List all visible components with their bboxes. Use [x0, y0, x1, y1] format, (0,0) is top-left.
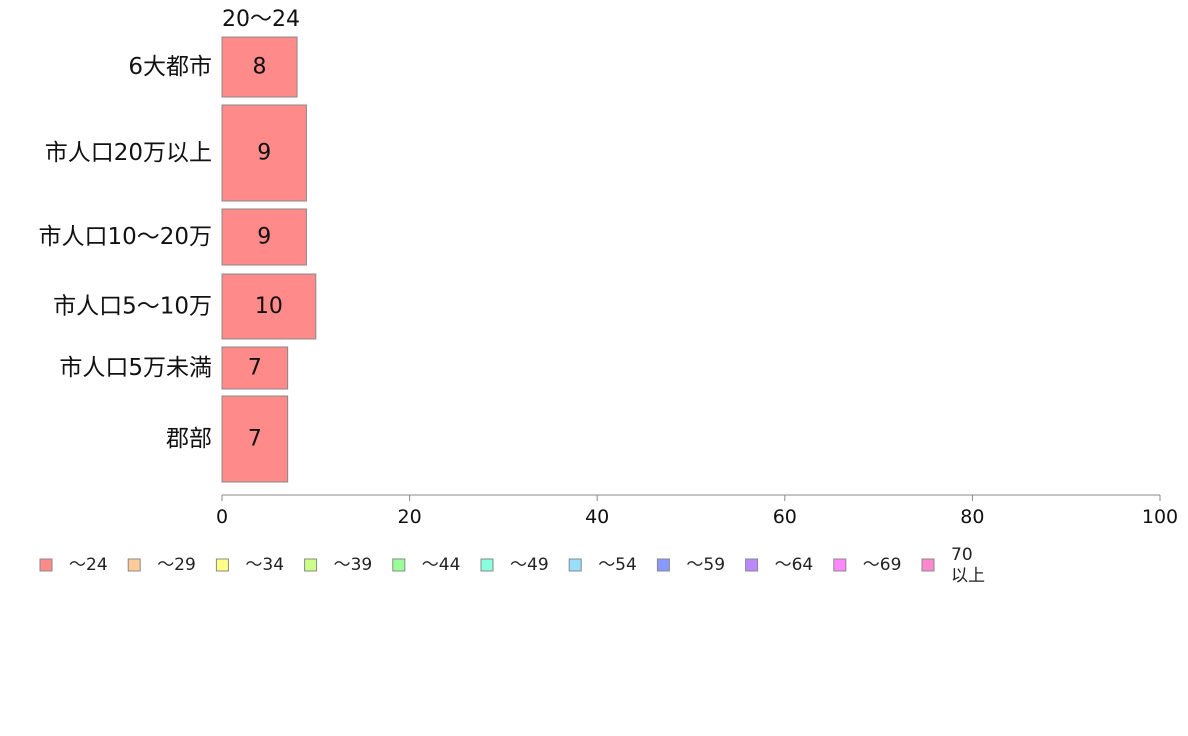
legend-label: 〜39 [334, 555, 373, 575]
bar-value-label: 9 [257, 225, 271, 250]
bar-value-label: 10 [255, 294, 283, 319]
legend-swatch [392, 558, 406, 572]
category-label: 市人口5万未満 [59, 355, 212, 381]
legend-label: 〜34 [245, 555, 284, 575]
legend-label: 〜64 [775, 555, 814, 575]
x-tick-label: 0 [216, 506, 228, 528]
category-label: 郡部 [166, 426, 212, 452]
legend-swatch [833, 558, 847, 572]
category-label: 市人口10〜20万 [38, 224, 212, 250]
legend-label: 〜69 [863, 555, 902, 575]
legend-swatch [568, 558, 582, 572]
bar-segment [221, 346, 289, 390]
legend-swatch [39, 558, 53, 572]
legend-label: 〜44 [422, 555, 461, 575]
x-tick-label: 80 [960, 506, 984, 528]
bar-segment [221, 273, 317, 340]
legend-label: 〜59 [686, 555, 725, 575]
legend-label: 〜49 [510, 555, 549, 575]
x-tick-label: 100 [1142, 506, 1178, 528]
x-tick-label: 20 [398, 506, 422, 528]
bar-value-label: 8 [253, 55, 267, 80]
bar-value-label: 7 [248, 356, 262, 381]
bar-segment [221, 208, 307, 266]
x-tick-label: 40 [585, 506, 609, 528]
legend-swatch [480, 558, 494, 572]
bars-group: 6大都市 8 市人口20万以上 9 市人口10〜20万 9 市人口5〜10万 10 市人口5万未… [38, 36, 317, 483]
x-axis: 0 20 40 60 80 100 [216, 494, 1178, 528]
legend-swatch [656, 558, 670, 572]
legend: 〜24 〜29 〜34 〜39 〜44 〜49 〜54 〜59 〜64 〜69 70 以上 [39, 545, 985, 586]
category-label: 市人口20万以上 [45, 140, 212, 166]
bar-segment [221, 36, 298, 98]
bar-value-label: 7 [248, 427, 262, 452]
legend-label: 〜54 [598, 555, 637, 575]
bar-segment [221, 104, 307, 202]
legend-label: 70 以上 [951, 545, 985, 586]
bar-value-label: 9 [257, 141, 271, 166]
x-tick-label: 60 [773, 506, 797, 528]
legend-swatch [304, 558, 318, 572]
legend-label: 〜24 [69, 555, 108, 575]
category-label: 6大都市 [128, 54, 212, 80]
series-header-label: 20〜24 [222, 7, 300, 32]
legend-swatch [127, 558, 141, 572]
legend-label: 〜29 [157, 555, 196, 575]
category-label: 市人口5〜10万 [53, 294, 212, 320]
bar-segment [221, 395, 289, 483]
legend-swatch [745, 558, 759, 572]
legend-swatch [215, 558, 229, 572]
legend-swatch [921, 558, 935, 572]
